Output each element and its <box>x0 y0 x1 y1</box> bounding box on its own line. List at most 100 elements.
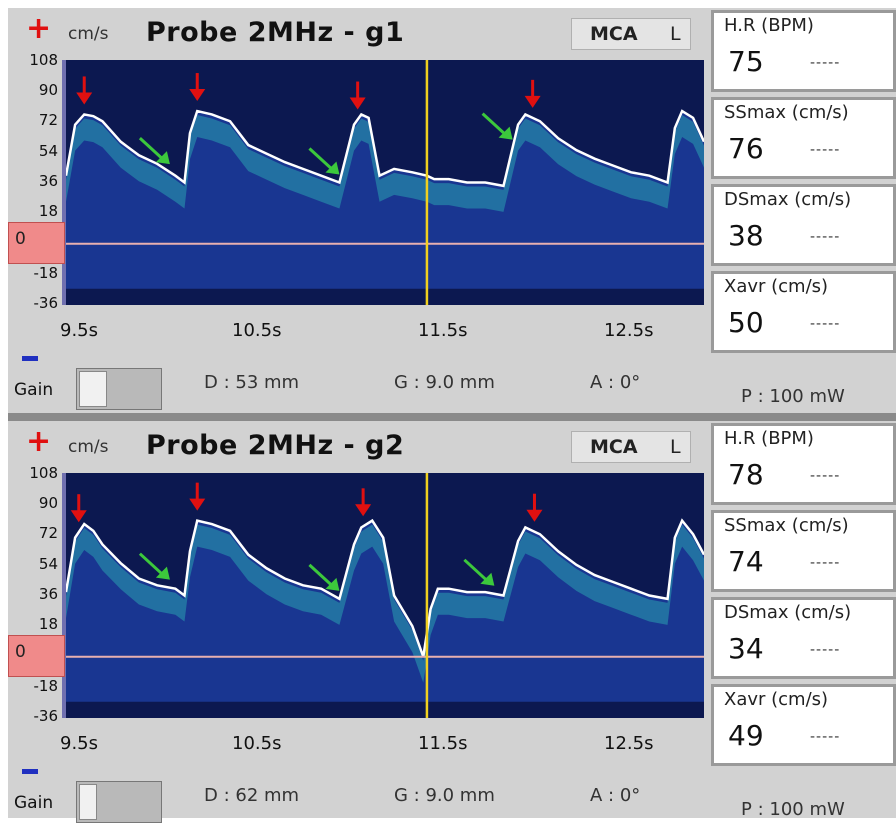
metric-ssmax: SSmax (cm/s) 76 ----- <box>711 97 896 179</box>
y-tick-label: -36 <box>33 294 59 312</box>
gate-readout: G : 9.0 mm <box>394 372 495 393</box>
notch-arrow-head <box>325 577 340 591</box>
plus-icon[interactable]: + <box>26 424 52 459</box>
y-tick-label: 54 <box>38 555 58 573</box>
power-readout: P : 100 mW <box>741 386 845 407</box>
metric-value: 78 <box>728 458 764 491</box>
metric-label: DSmax (cm/s) <box>724 189 852 210</box>
power-readout: P : 100 mW <box>741 799 845 820</box>
metric-placeholder: ----- <box>810 555 841 571</box>
gain-label: Gain <box>14 380 54 400</box>
vessel-label: MCA <box>590 23 638 45</box>
velocity-unit: cm/s <box>68 24 109 44</box>
notch-arrow-head <box>155 151 170 165</box>
gain-slider-handle[interactable] <box>79 784 97 820</box>
side-label: L <box>670 436 681 458</box>
baseline-zero-box[interactable]: 0 <box>8 635 65 677</box>
x-tick-label: 12.5s <box>604 733 654 754</box>
minus-icon[interactable] <box>22 769 38 774</box>
y-tick-label: 90 <box>38 494 58 512</box>
depth-readout: D : 53 mm <box>204 372 300 393</box>
probe-title: Probe 2MHz - g1 <box>146 17 405 48</box>
max-velocity-envelope <box>66 518 704 658</box>
peak-arrow-icon <box>189 73 206 102</box>
y-tick-label: 72 <box>38 111 58 129</box>
angle-readout: A : 0° <box>590 372 641 393</box>
notch-arrow-shaft <box>308 147 335 172</box>
y-tick-label: -18 <box>33 677 59 695</box>
y-tick-label: 54 <box>38 142 58 160</box>
x-tick-label: 10.5s <box>232 733 282 754</box>
metric-xavr: Xavr (cm/s) 50 ----- <box>711 271 896 353</box>
peak-arrow-icon <box>349 81 366 110</box>
metric-placeholder: ----- <box>810 316 841 332</box>
x-tick-label: 11.5s <box>418 320 468 341</box>
y-tick-label: 72 <box>38 524 58 542</box>
metric-value: 50 <box>728 306 764 339</box>
y-tick-label: -36 <box>33 707 59 725</box>
peak-arrow-icon <box>355 488 372 517</box>
notch-arrow-head <box>498 126 513 140</box>
notch-arrow-shaft <box>481 112 508 137</box>
metric-placeholder: ----- <box>810 142 841 158</box>
velocity-unit: cm/s <box>68 437 109 457</box>
minus-icon[interactable] <box>22 356 38 361</box>
notch-arrow-icon <box>138 552 170 580</box>
spectral-waveform <box>66 60 704 305</box>
gain-slider[interactable] <box>76 368 162 410</box>
x-tick-label: 9.5s <box>60 320 99 341</box>
metric-label: Xavr (cm/s) <box>724 276 829 297</box>
peak-arrow-head <box>189 498 206 511</box>
y-tick-label: 36 <box>38 585 58 603</box>
peak-arrow-head <box>76 92 93 105</box>
metric-label: SSmax (cm/s) <box>724 102 849 123</box>
side-label: L <box>670 23 681 45</box>
peak-arrow-head <box>524 95 541 108</box>
notch-arrow-head <box>325 161 340 175</box>
metric-dsmax: DSmax (cm/s) 38 ----- <box>711 184 896 266</box>
notch-arrow-shaft <box>308 563 335 589</box>
gain-slider-handle[interactable] <box>79 371 107 407</box>
metric-label: H.R (BPM) <box>724 15 814 36</box>
notch-arrow-head <box>480 572 495 586</box>
metric-value: 49 <box>728 719 764 752</box>
metric-value: 34 <box>728 632 764 665</box>
y-tick-label: 36 <box>38 172 58 190</box>
y-tick-label: 18 <box>38 615 58 633</box>
notch-arrow-head <box>155 566 170 580</box>
notch-arrow-icon <box>138 137 170 165</box>
metric-xavr: Xavr (cm/s) 49 ----- <box>711 684 896 766</box>
gain-slider[interactable] <box>76 781 162 823</box>
x-tick-label: 10.5s <box>232 320 282 341</box>
metric-label: DSmax (cm/s) <box>724 602 852 623</box>
metric-ssmax: SSmax (cm/s) 74 ----- <box>711 510 896 592</box>
metric-placeholder: ----- <box>810 229 841 245</box>
peak-arrow-head <box>349 97 366 110</box>
panel-divider <box>8 413 896 421</box>
x-tick-label: 12.5s <box>604 320 654 341</box>
peak-arrow-head <box>189 89 206 102</box>
doppler-display: + cm/s Probe 2MHz - g1 MCA L 108 90 72 5… <box>8 8 896 823</box>
peak-arrow-head <box>526 509 543 522</box>
vessel-selector[interactable]: MCA L <box>571 431 691 463</box>
baseline-zero-box[interactable]: 0 <box>8 222 65 264</box>
plus-icon[interactable]: + <box>26 11 52 46</box>
gain-label: Gain <box>14 793 54 813</box>
metric-label: Xavr (cm/s) <box>724 689 829 710</box>
angle-readout: A : 0° <box>590 785 641 806</box>
x-tick-label: 11.5s <box>418 733 468 754</box>
peak-arrow-icon <box>189 482 206 511</box>
notch-arrow-icon <box>308 147 340 175</box>
probe-title: Probe 2MHz - g2 <box>146 430 405 461</box>
notch-arrow-shaft <box>138 137 165 162</box>
peak-arrow-head <box>355 504 372 517</box>
vessel-selector[interactable]: MCA L <box>571 18 691 50</box>
y-axis <box>62 60 66 305</box>
y-tick-label: 18 <box>38 202 58 220</box>
peak-arrow-icon <box>524 79 541 108</box>
notch-arrow-icon <box>308 563 340 591</box>
doppler-panel-g1: + cm/s Probe 2MHz - g1 MCA L 108 90 72 5… <box>8 8 896 413</box>
spectral-waveform <box>66 473 704 718</box>
metric-placeholder: ----- <box>810 468 841 484</box>
metric-dsmax: DSmax (cm/s) 34 ----- <box>711 597 896 679</box>
